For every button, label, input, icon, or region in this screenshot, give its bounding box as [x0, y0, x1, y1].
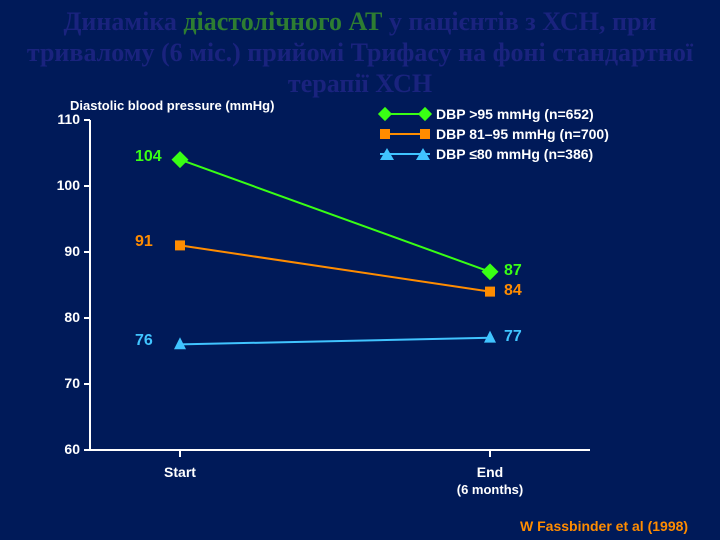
citation: W Fassbinder et al (1998)	[520, 518, 688, 534]
y-tick-label: 70	[40, 375, 80, 391]
legend-item: DBP >95 mmHg (n=652)	[380, 106, 609, 122]
legend-label: DBP >95 mmHg (n=652)	[436, 106, 594, 122]
y-tick-label: 90	[40, 243, 80, 259]
legend-label: DBP ≤80 mmHg (n=386)	[436, 146, 593, 162]
chart-legend: DBP >95 mmHg (n=652) DBP 81–95 mmHg (n=70…	[380, 106, 609, 166]
data-point-label: 84	[504, 282, 522, 300]
legend-swatch	[380, 147, 430, 161]
legend-item: DBP 81–95 mmHg (n=700)	[380, 126, 609, 142]
x-tick-sublabel: (6 months)	[430, 482, 550, 497]
legend-item: DBP ≤80 mmHg (n=386)	[380, 146, 609, 162]
chart-plot	[0, 0, 720, 540]
x-tick-label: End	[430, 464, 550, 480]
data-point-label: 76	[135, 332, 153, 350]
y-tick-label: 80	[40, 309, 80, 325]
y-tick-label: 110	[40, 111, 80, 127]
legend-swatch	[380, 127, 430, 141]
x-tick-label: Start	[120, 464, 240, 480]
y-tick-label: 100	[40, 177, 80, 193]
data-point-label: 87	[504, 262, 522, 280]
data-point-label: 104	[135, 148, 162, 166]
data-point-label: 91	[135, 233, 153, 251]
legend-label: DBP 81–95 mmHg (n=700)	[436, 126, 609, 142]
y-tick-label: 60	[40, 441, 80, 457]
data-point-label: 77	[504, 328, 522, 346]
legend-swatch	[380, 107, 430, 121]
